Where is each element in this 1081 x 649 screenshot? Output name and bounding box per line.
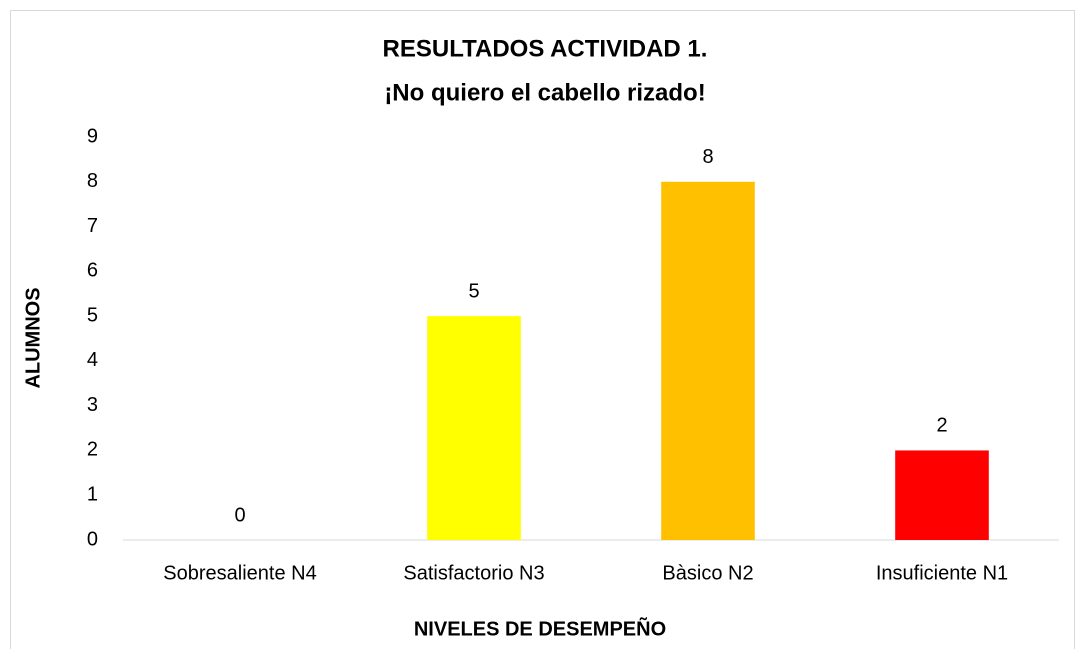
y-axis-title: ALUMNOS bbox=[22, 287, 44, 388]
y-tick-label: 6 bbox=[87, 260, 98, 282]
y-tick-label: 5 bbox=[87, 304, 98, 326]
bar bbox=[661, 181, 755, 540]
chart-title: RESULTADOS ACTIVIDAD 1. bbox=[383, 35, 708, 62]
data-label: 2 bbox=[936, 415, 947, 437]
y-tick-label: 8 bbox=[87, 170, 98, 192]
y-tick-label: 7 bbox=[87, 215, 98, 237]
x-tick-label: Bàsico N2 bbox=[662, 562, 753, 584]
bar bbox=[427, 316, 521, 540]
x-tick-label: Sobresaliente N4 bbox=[163, 562, 316, 584]
data-label: 5 bbox=[468, 280, 479, 302]
y-tick-label: 9 bbox=[87, 125, 98, 147]
x-axis-title: NIVELES DE DESEMPEÑO bbox=[414, 617, 666, 640]
chart-title: ¡No quiero el cabello rizado! bbox=[384, 79, 705, 106]
data-label: 8 bbox=[702, 146, 713, 168]
y-tick-label: 0 bbox=[87, 528, 98, 550]
data-label: 0 bbox=[234, 504, 245, 526]
y-tick-label: 4 bbox=[87, 349, 98, 371]
x-tick-label: Satisfactorio N3 bbox=[403, 562, 544, 584]
x-tick-label: Insuficiente N1 bbox=[876, 562, 1008, 584]
y-tick-label: 3 bbox=[87, 394, 98, 416]
bar bbox=[895, 450, 989, 540]
chart-border bbox=[10, 10, 1075, 649]
y-tick-label: 1 bbox=[87, 484, 98, 506]
y-tick-label: 2 bbox=[87, 439, 98, 461]
